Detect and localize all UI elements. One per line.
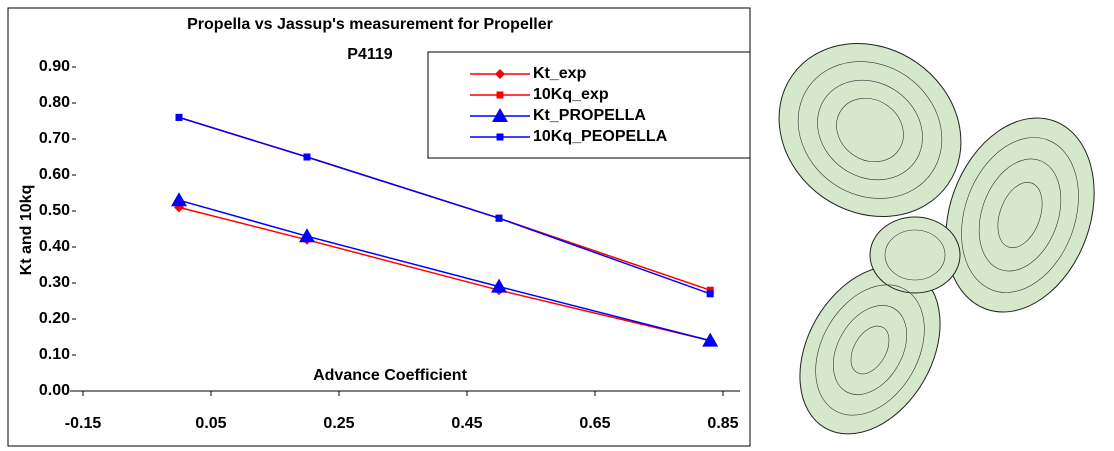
legend-label: Kt_PROPELLA <box>533 107 646 124</box>
chart-title: P4119 <box>347 46 392 63</box>
x-tick-label: -0.15 <box>65 415 102 432</box>
data-point <box>299 228 315 243</box>
x-tick-label: 0.65 <box>579 415 610 432</box>
chart-title: Propella vs Jassup's measurement for Pro… <box>187 16 553 33</box>
data-point <box>702 332 719 347</box>
data-point <box>491 278 507 293</box>
legend-label: Kt_exp <box>533 65 587 82</box>
legend-marker <box>495 69 505 79</box>
chart-frame <box>7 7 751 447</box>
y-tick-label: 0.70 <box>39 130 70 147</box>
legend-marker <box>496 91 504 99</box>
legend-label: 10Kq_PEOPELLA <box>533 128 668 145</box>
y-tick-label: 0.40 <box>39 238 70 255</box>
series-line <box>178 199 711 342</box>
data-point <box>303 153 311 161</box>
data-point <box>706 286 714 294</box>
y-tick-label: 0.90 <box>39 58 70 75</box>
series-line <box>178 116 711 295</box>
data-point <box>175 113 183 121</box>
data-point <box>171 192 187 207</box>
legend-marker <box>492 108 508 122</box>
y-tick-label: 0.20 <box>39 310 70 327</box>
x-tick-label: 0.25 <box>323 415 354 432</box>
y-tick-label: 0.00 <box>39 382 70 399</box>
y-axis-title: Kt and 10kq <box>18 185 35 276</box>
x-tick-label: 0.85 <box>707 415 738 432</box>
y-tick-label: 0.30 <box>39 274 70 291</box>
legend-box <box>427 51 751 159</box>
legend-marker <box>496 133 504 141</box>
x-axis-title: Advance Coefficient <box>313 367 467 384</box>
y-tick-label: 0.50 <box>39 202 70 219</box>
y-tick-label: 0.80 <box>39 94 70 111</box>
x-tick-label: 0.45 <box>451 415 482 432</box>
series-line <box>178 206 711 342</box>
legend-label: 10Kq_exp <box>533 86 609 103</box>
data-point <box>495 214 503 222</box>
y-tick-label: 0.10 <box>39 346 70 363</box>
x-tick-label: 0.05 <box>195 415 226 432</box>
data-point <box>706 290 714 298</box>
y-tick-label: 0.60 <box>39 166 70 183</box>
propeller-image <box>778 43 1095 435</box>
